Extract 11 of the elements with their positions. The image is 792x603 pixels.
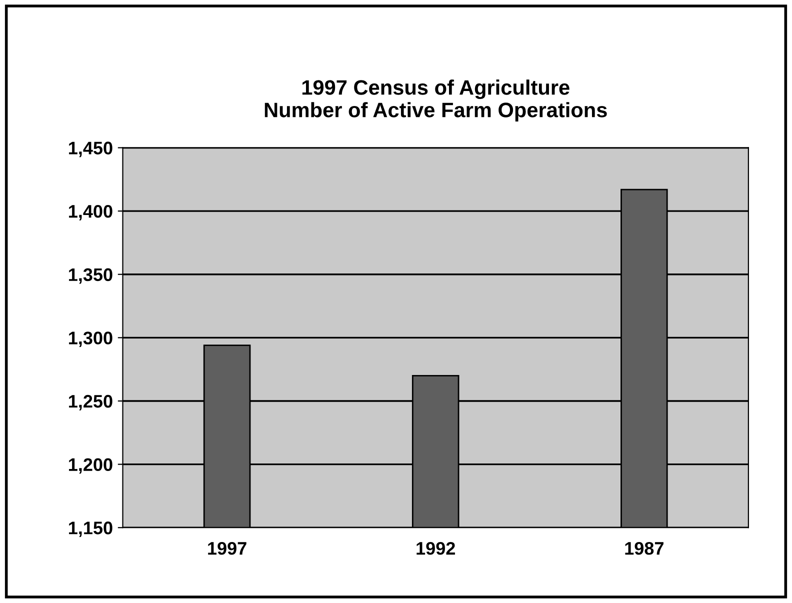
y-tick-label: 1,350 (68, 268, 112, 284)
y-tick-label: 1,300 (68, 332, 112, 348)
x-tick-label: 1997 (208, 542, 246, 555)
y-tick-label: 1,200 (68, 458, 112, 474)
x-tick-label: 1987 (625, 542, 664, 555)
x-tick-label: 1992 (416, 542, 455, 555)
y-tick-label: 1,450 (68, 142, 112, 158)
y-tick-label: 1,250 (68, 394, 112, 410)
chart-title: 1997 Census of Agriculture Number of Active Farm Operations (264, 80, 607, 122)
y-tick-label: 1,150 (68, 522, 112, 537)
y-tick-label: 1,400 (68, 204, 112, 220)
